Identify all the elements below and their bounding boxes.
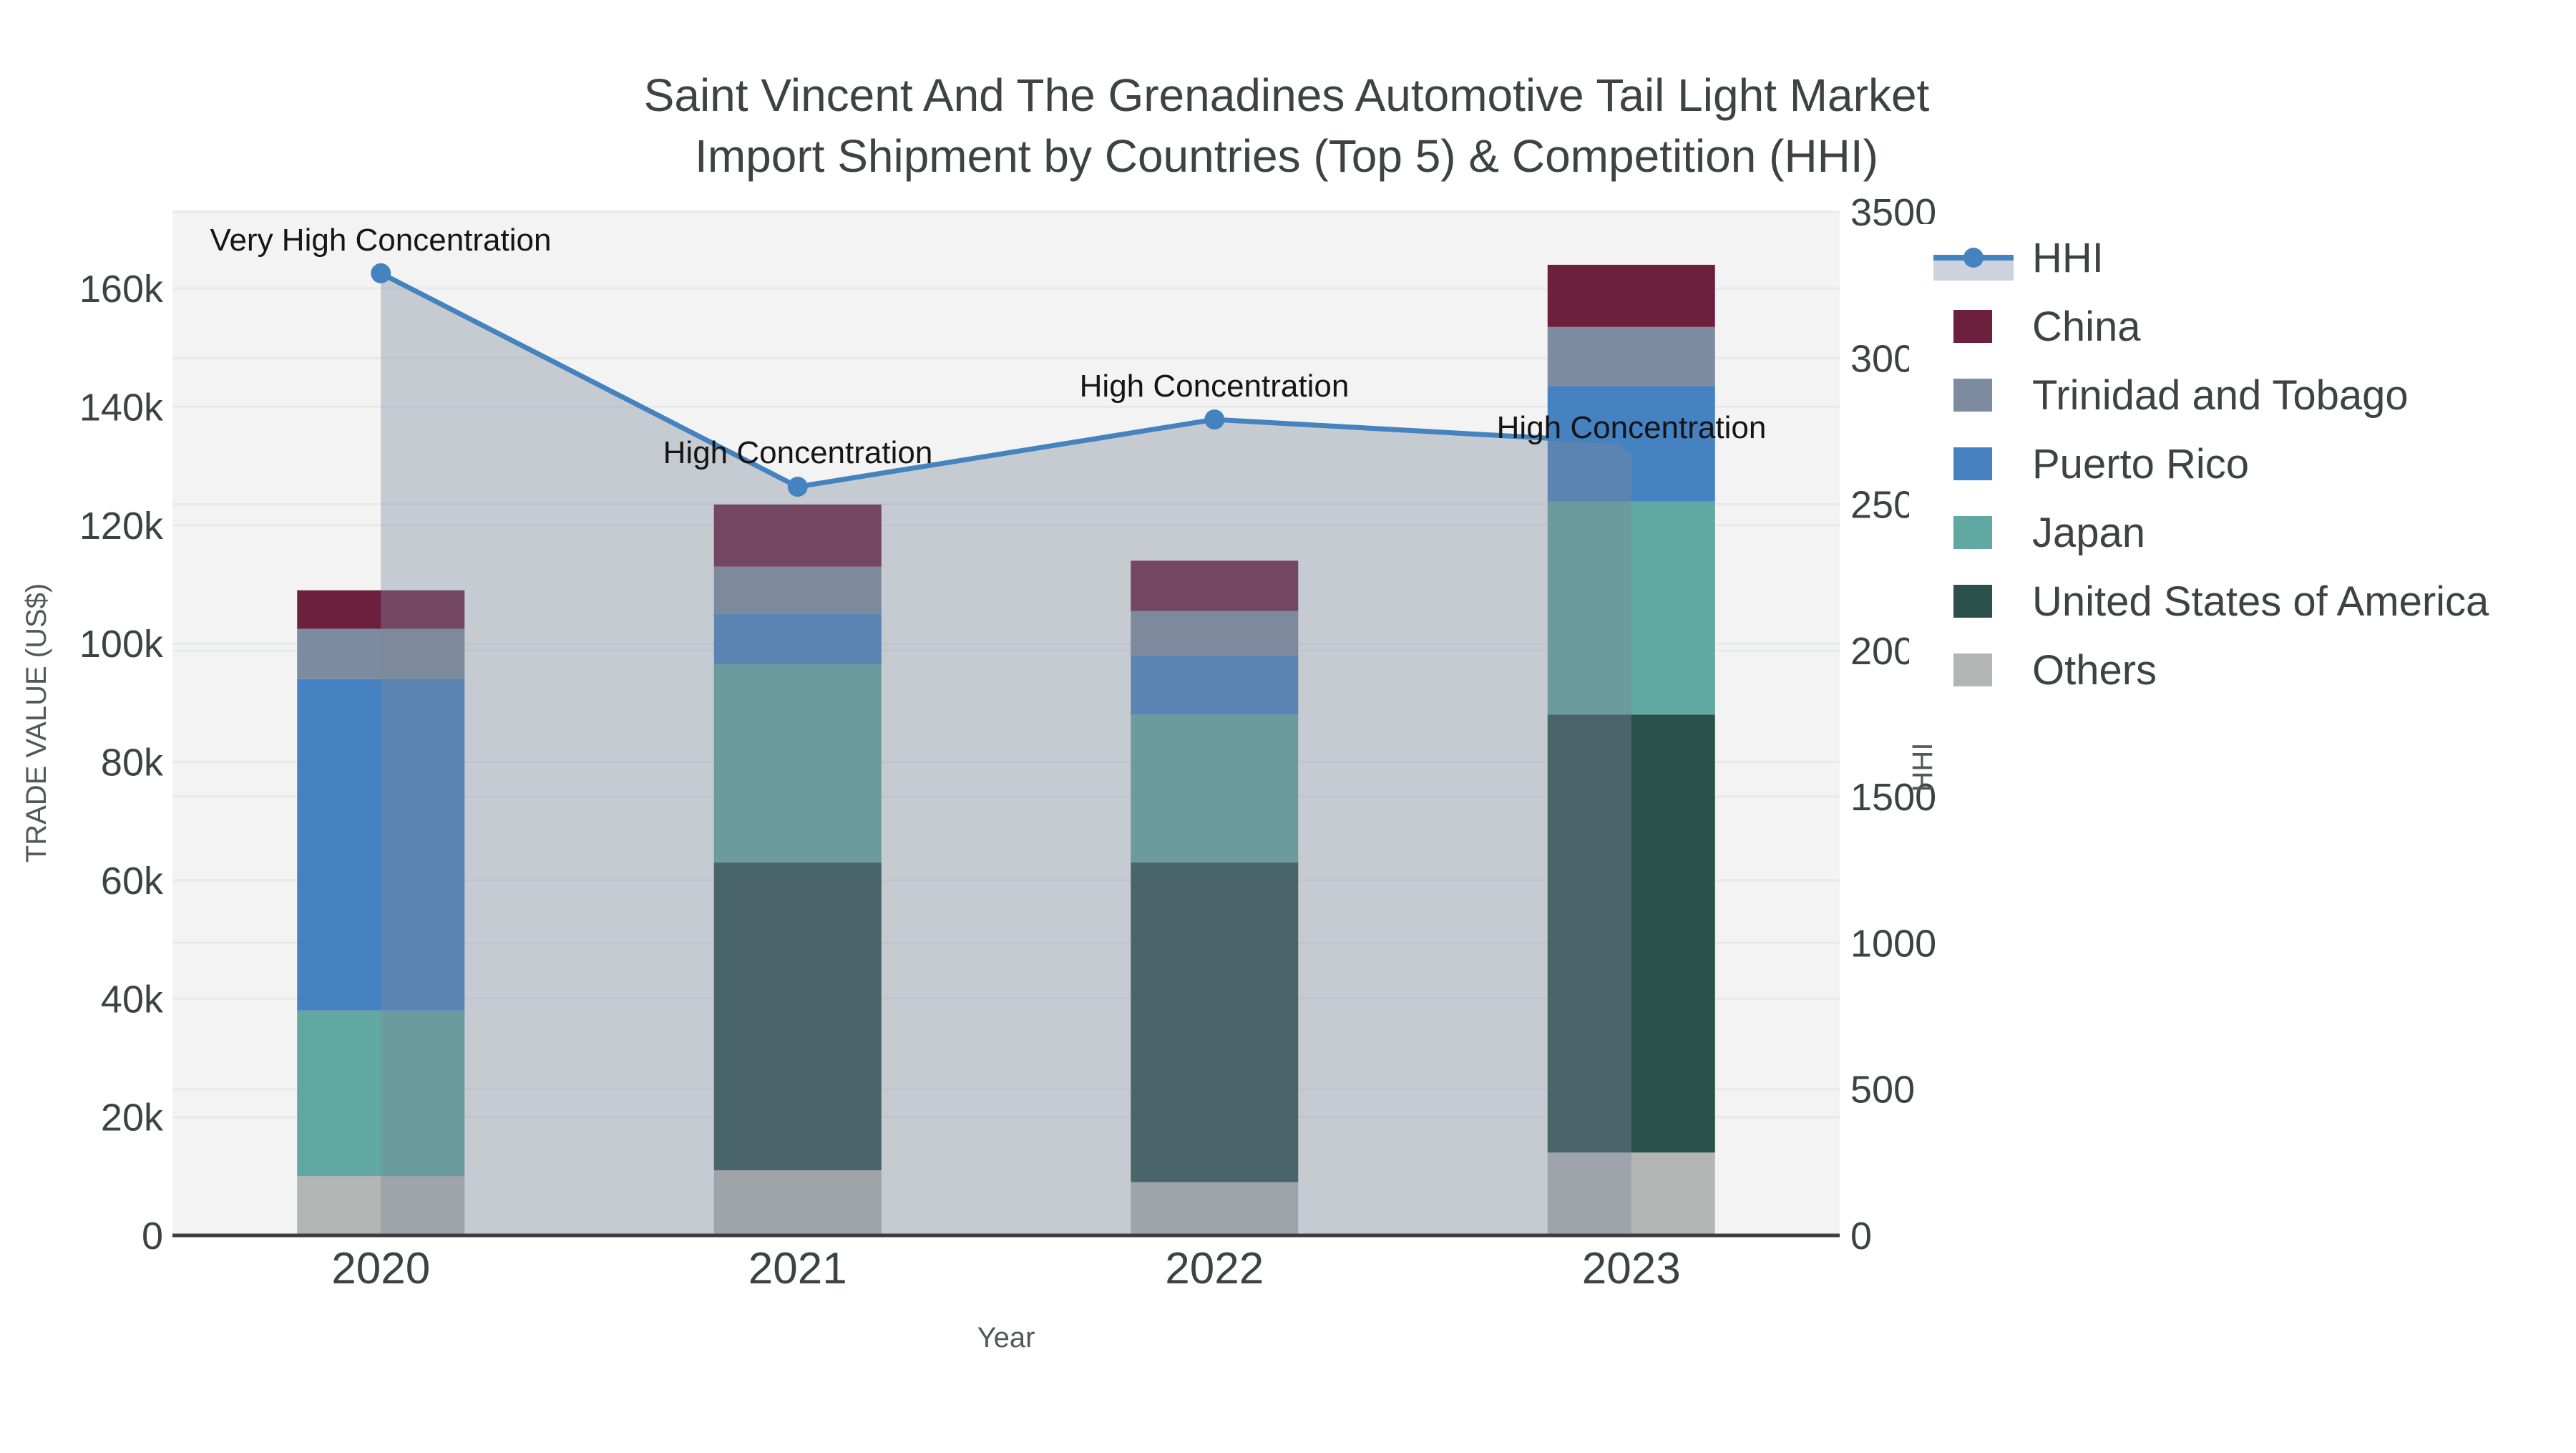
bar-segment-trinidad-and-tobago-2020[interactable]	[297, 628, 465, 679]
legend-color-swatch	[1953, 310, 1992, 343]
bar-segment-united-states-of-america-2022[interactable]	[1131, 862, 1299, 1182]
bar-segment-others-2023[interactable]	[1547, 1152, 1715, 1235]
legend-color-swatch	[1953, 447, 1992, 480]
legend-item-hhi[interactable]: HHI	[1933, 235, 2104, 281]
bar-segment-trinidad-and-tobago-2022[interactable]	[1131, 611, 1299, 656]
bar-segment-united-states-of-america-2021[interactable]	[713, 862, 882, 1171]
bar-segment-others-2022[interactable]	[1131, 1182, 1299, 1235]
y-right-tick-label: 1000	[1850, 922, 1936, 965]
x-tick-label: 2022	[1165, 1244, 1264, 1293]
bar-segment-japan-2021[interactable]	[713, 664, 882, 863]
hhi-marker-2020[interactable]	[371, 263, 391, 283]
hhi-area-fill	[381, 273, 1631, 1235]
hhi-line[interactable]	[379, 271, 1631, 490]
legend-item-united-states-of-america[interactable]: United States of America	[1953, 578, 2489, 625]
y-left-tick-label: 0	[142, 1215, 163, 1258]
x-axis-title: Year	[977, 1322, 1035, 1354]
legend-color-swatch	[1953, 516, 1992, 549]
legend-color-swatch	[1953, 585, 1992, 618]
bar-segment-others-2021[interactable]	[713, 1170, 882, 1235]
legend-item-japan[interactable]: Japan	[1953, 510, 2145, 556]
legend-item-label[interactable]: Puerto Rico	[2032, 441, 2249, 487]
y-axis-right-title: HHI	[1907, 743, 1938, 792]
legend-item-label[interactable]: Others	[2032, 647, 2157, 694]
chart-title-line1: Saint Vincent And The Grenadines Automot…	[644, 69, 1930, 121]
y-left-tick-label: 160k	[79, 268, 164, 311]
bar-segment-puerto-rico-2020[interactable]	[297, 679, 465, 1011]
hhi-annotation-2020: Very High Concentration	[210, 223, 552, 258]
bar-segment-others-2020[interactable]	[297, 1176, 465, 1235]
chart-title-line2: Import Shipment by Countries (Top 5) & C…	[695, 130, 1878, 182]
legend-item-trinidad-and-tobago[interactable]: Trinidad and Tobago	[1953, 372, 2409, 419]
bar-segment-china-2021[interactable]	[713, 504, 882, 567]
x-tick-label: 2023	[1582, 1244, 1681, 1293]
y-right-tick-label: 500	[1850, 1069, 1915, 1112]
bar-segment-japan-2020[interactable]	[297, 1010, 465, 1177]
x-tick-label: 2021	[748, 1244, 847, 1293]
hhi-marker-2023[interactable]	[1621, 432, 1641, 453]
bar-segment-china-2023[interactable]	[1547, 264, 1715, 327]
legend-item-label[interactable]: HHI	[2032, 235, 2104, 281]
legend-item-label[interactable]: Japan	[2032, 510, 2145, 556]
legend-color-swatch	[1953, 653, 1992, 686]
y-left-tick-label: 120k	[79, 505, 164, 548]
legend-color-swatch	[1953, 379, 1992, 412]
bar-segment-united-states-of-america-2023[interactable]	[1547, 714, 1715, 1153]
hhi-annotation-2022: High Concentration	[1080, 369, 1350, 404]
y-left-tick-label: 20k	[101, 1097, 164, 1139]
x-tick-label: 2020	[331, 1244, 430, 1293]
bar-segment-puerto-rico-2021[interactable]	[713, 613, 882, 665]
y-left-tick-label: 60k	[101, 860, 164, 903]
bar-segment-puerto-rico-2022[interactable]	[1131, 655, 1299, 715]
bar-segment-china-2022[interactable]	[1131, 560, 1299, 611]
legend-item-label[interactable]: China	[2032, 303, 2141, 350]
bar-segment-japan-2022[interactable]	[1131, 714, 1299, 863]
y-left-tick-label: 40k	[101, 978, 164, 1021]
legend-item-others[interactable]: Others	[1953, 647, 2157, 694]
bar-segment-trinidad-and-tobago-2021[interactable]	[713, 566, 882, 614]
legend-item-label[interactable]: United States of America	[2032, 578, 2489, 625]
hhi-annotation-2021: High Concentration	[663, 435, 933, 470]
legend-hhi-marker-sample	[1963, 248, 1984, 268]
bar-segment-china-2020[interactable]	[297, 590, 465, 629]
hhi-annotation-2023: High Concentration	[1497, 410, 1767, 445]
y-left-tick-label: 100k	[79, 623, 164, 666]
hhi-marker-2022[interactable]	[1204, 409, 1225, 430]
legend-item-label[interactable]: Trinidad and Tobago	[2032, 372, 2409, 419]
y-right-tick-label: 0	[1850, 1215, 1872, 1258]
y-left-tick-label: 140k	[79, 386, 164, 429]
legend-item-puerto-rico[interactable]: Puerto Rico	[1953, 441, 2249, 487]
bar-segment-japan-2023[interactable]	[1547, 501, 1715, 715]
y-right-tick-label: 1500	[1850, 776, 1936, 819]
y-left-tick-label: 80k	[101, 742, 164, 784]
y-axis-left-title: TRADE VALUE (US$)	[21, 583, 52, 862]
legend-item-china[interactable]: China	[1953, 303, 2141, 350]
legend-background	[1909, 224, 2573, 718]
bar-segment-trinidad-and-tobago-2023[interactable]	[1547, 326, 1715, 387]
hhi-marker-2021[interactable]	[787, 477, 808, 497]
